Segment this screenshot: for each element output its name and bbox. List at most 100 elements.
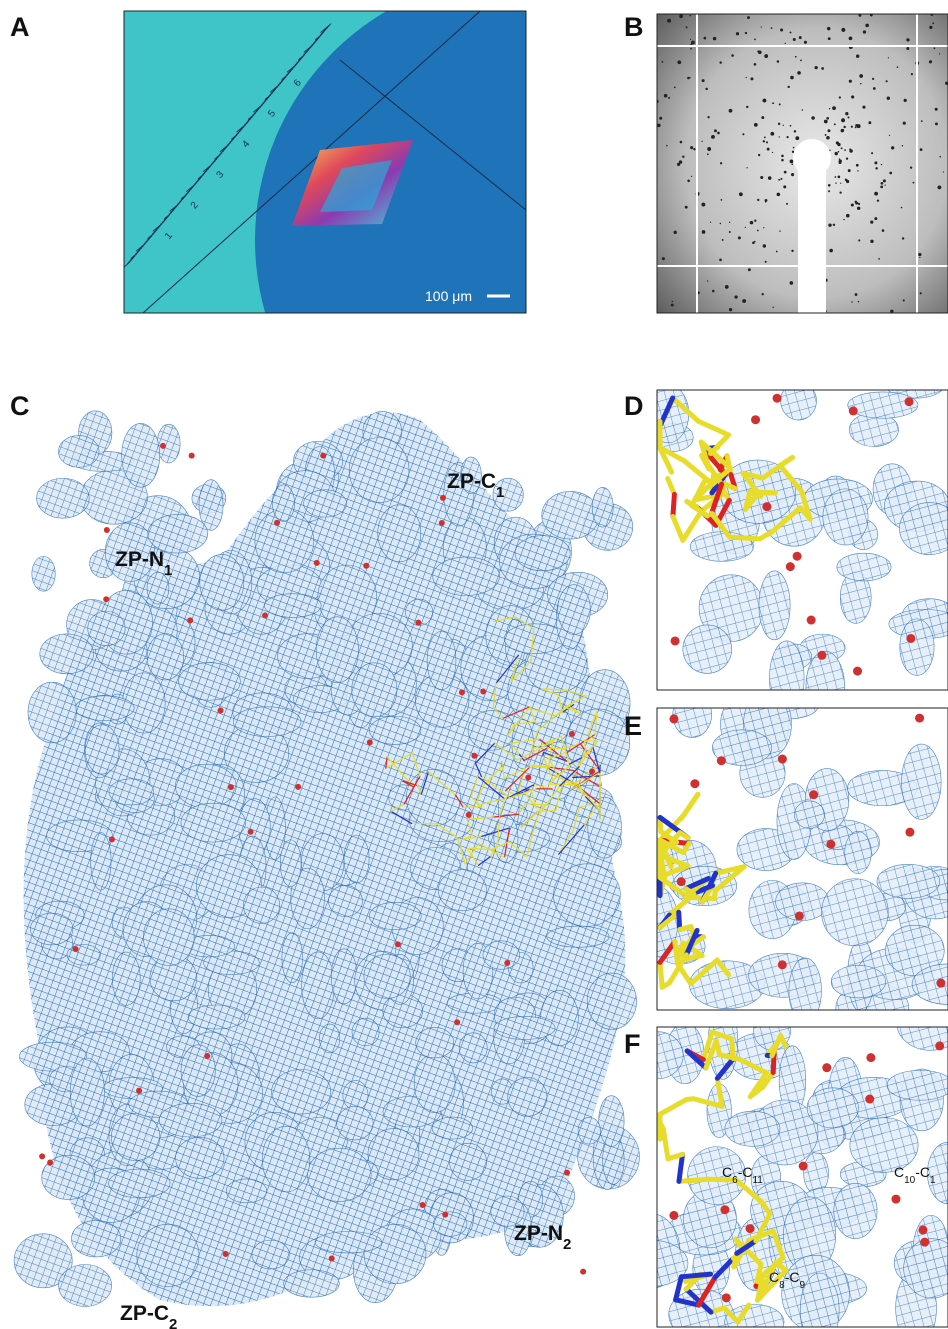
spot [793,147,795,149]
spot [918,253,921,256]
density-blob [262,1126,310,1191]
spot [874,217,877,220]
spot [859,316,861,318]
spot [906,38,909,41]
spot [920,292,922,294]
spot [777,193,781,197]
spot [929,60,932,63]
spot [780,28,783,31]
spot [655,121,656,122]
density-blob [85,725,119,774]
spot [597,146,599,148]
spot [689,77,690,78]
spot [687,179,690,182]
beamstop [793,139,831,177]
density-blob [71,1220,120,1257]
panel-label: A [10,12,30,42]
spot [858,301,860,303]
spot [845,179,847,181]
spot [791,164,793,166]
spot [742,299,746,303]
water [799,1162,808,1171]
spot [662,257,665,260]
panel-label: D [624,391,644,421]
water [363,563,369,569]
water [440,495,446,501]
density-blob [343,1081,368,1111]
density-blob [349,438,409,503]
spot [872,78,874,80]
spot [788,86,790,88]
spot [845,112,848,115]
spot [778,179,780,181]
spot [932,22,934,24]
spot [728,359,732,363]
spot [834,123,836,125]
water [136,1088,142,1094]
model-bond [679,1154,683,1181]
spot [693,148,695,150]
spot [677,60,681,64]
spot [629,202,633,206]
density-blob [188,1005,245,1029]
water [920,1238,929,1247]
spot [745,32,747,34]
water [793,552,802,561]
water [720,1205,729,1214]
density-blob [542,491,599,539]
spot [768,176,772,180]
spot [609,101,613,105]
density-blob [378,505,421,562]
density-blob [837,553,891,581]
density-blob [75,696,134,721]
water [778,755,787,764]
density-blob [515,536,570,571]
water [778,960,787,969]
density-blob [887,1070,948,1100]
spot [829,249,833,253]
spot [939,53,940,54]
model-bond [547,748,564,749]
spot [725,285,729,289]
spot [894,355,898,359]
density-blob [823,489,868,545]
spot [887,96,890,99]
spot [889,172,892,175]
spot [935,318,937,320]
spot [860,83,862,85]
density-blob [369,716,420,744]
spot [841,28,845,32]
spot [913,182,915,184]
density-blob [159,1103,222,1137]
spot [921,120,923,122]
water [795,911,804,920]
spot [623,79,624,80]
spot [877,199,879,201]
spot [766,141,768,143]
spot [779,230,780,231]
density-blob [181,1045,215,1097]
spot [685,206,688,209]
spot [839,96,841,98]
spot [702,79,705,82]
water [218,707,224,713]
spot [883,179,886,182]
water [420,1202,426,1208]
density-blob [416,1027,454,1058]
spot [722,239,724,241]
spot [889,135,890,136]
spot [828,190,830,192]
spot [772,152,773,153]
water [669,714,678,723]
spot [691,176,692,177]
spot [739,192,743,196]
density-blob [587,973,636,1029]
density-blob [599,1096,624,1147]
water [471,753,477,759]
spot [610,232,612,234]
density-detail [647,372,948,723]
water [690,779,699,788]
spot [742,133,744,135]
spot [878,258,880,260]
spot [857,207,860,210]
